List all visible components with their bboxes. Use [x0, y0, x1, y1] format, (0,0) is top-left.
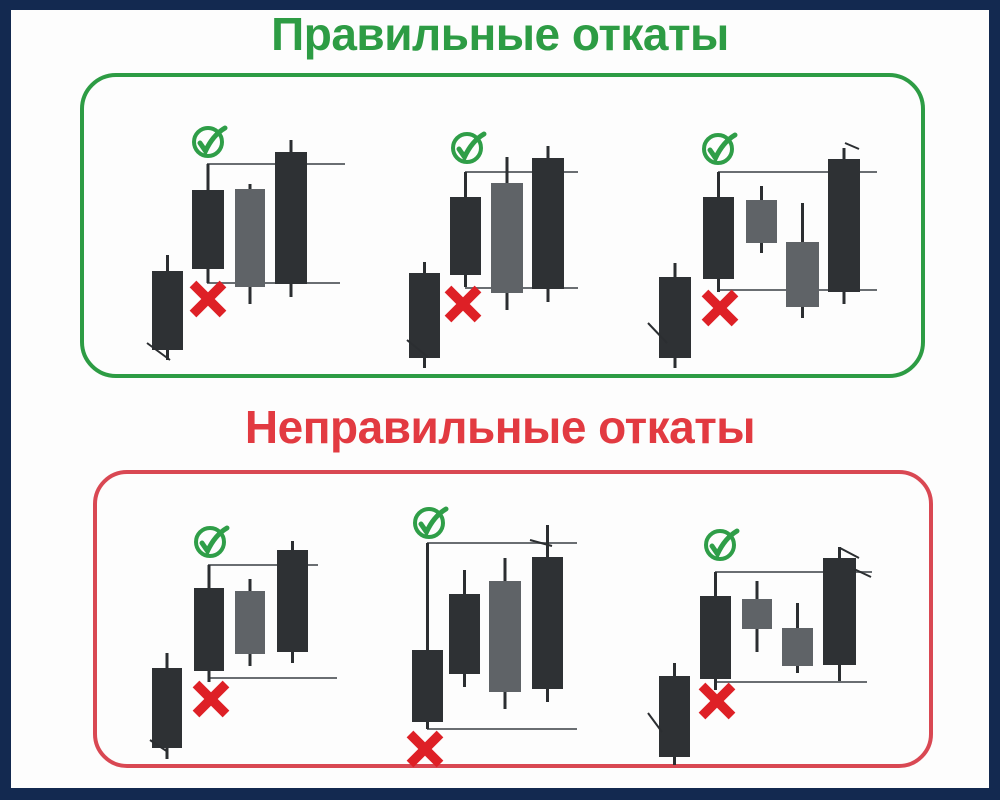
- cross-icon: [698, 682, 736, 720]
- sketch-mark: [149, 739, 169, 753]
- sketch-mark: [647, 322, 668, 344]
- pattern-incorrect-2: [406, 506, 577, 768]
- candlestick-dark: [659, 263, 691, 368]
- check-icon: [451, 131, 487, 164]
- pattern-correct-2: [406, 131, 578, 368]
- pattern-correct-3: [647, 132, 877, 368]
- panel-incorrect: [93, 470, 933, 768]
- panel-correct: [80, 73, 925, 378]
- candlestick-dark: [700, 572, 731, 690]
- candlestick-gray: [742, 581, 772, 652]
- candlestick-dark: [152, 255, 183, 360]
- candlestick-gray: [782, 603, 813, 673]
- cross-icon: [192, 680, 230, 718]
- candlestick-dark: [194, 565, 224, 682]
- check-icon: [702, 132, 738, 165]
- sketch-mark: [406, 339, 429, 358]
- candlestick-dark: [532, 525, 563, 702]
- sketch-mark: [647, 712, 663, 733]
- candlestick-dark: [409, 262, 440, 368]
- pattern-incorrect-1: [149, 525, 337, 759]
- candlestick-dark: [450, 172, 481, 287]
- candlestick-dark: [449, 570, 480, 687]
- sketch-mark: [844, 142, 860, 150]
- candlestick-dark: [275, 140, 307, 297]
- candlestick-dark: [659, 663, 690, 765]
- candlestick-gray: [235, 579, 265, 666]
- candlestick-gray: [746, 186, 777, 253]
- candlestick-dark: [277, 541, 308, 663]
- cross-icon: [189, 280, 227, 318]
- candlestick-dark: [703, 172, 734, 292]
- check-icon: [192, 125, 228, 158]
- check-icon: [194, 525, 230, 558]
- candlestick-gray: [235, 184, 265, 304]
- pattern-incorrect-3: [647, 528, 872, 765]
- cross-icon: [444, 285, 482, 323]
- candlestick-dark: [828, 148, 860, 304]
- check-icon: [413, 506, 449, 539]
- candlestick-gray: [491, 157, 523, 310]
- check-icon: [704, 528, 740, 561]
- sketch-mark: [146, 342, 171, 361]
- candlestick-gray: [489, 558, 521, 709]
- candlestick-dark: [412, 543, 443, 729]
- title-incorrect: Неправильные откаты: [244, 401, 756, 453]
- candlestick-gray: [786, 203, 819, 318]
- cross-icon: [701, 289, 739, 327]
- cross-icon: [406, 730, 444, 768]
- candlestick-dark: [532, 146, 564, 302]
- candlestick-dark: [152, 653, 182, 759]
- title-correct: Правильные откаты: [271, 8, 729, 60]
- sketch-mark: [529, 539, 553, 547]
- pattern-correct-1: [146, 125, 345, 361]
- candlestick-dark: [192, 164, 224, 283]
- candlestick-dark: [823, 547, 856, 681]
- sketch-mark: [853, 568, 872, 578]
- sketch-mark: [839, 547, 860, 559]
